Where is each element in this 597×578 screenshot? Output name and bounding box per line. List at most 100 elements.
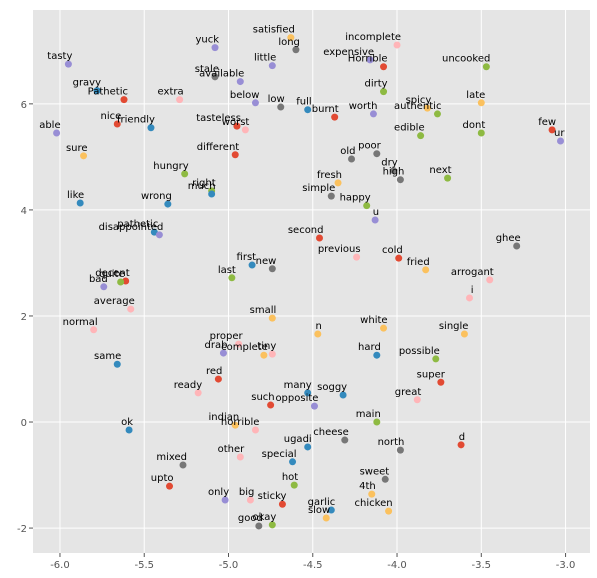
point-label: uncooked: [442, 54, 490, 65]
point-label: second: [288, 225, 324, 236]
point-label: hard: [358, 342, 381, 353]
point-label: fried: [407, 257, 430, 268]
point-label: fresh: [317, 170, 342, 181]
point-label: dont: [463, 120, 486, 131]
point: [366, 56, 374, 64]
point: [390, 167, 398, 175]
point: [268, 314, 276, 322]
y-tick-label: 4: [21, 206, 27, 217]
point-label: gravy: [73, 78, 102, 89]
point-label: edible: [394, 123, 425, 134]
x-tick-label: -5.0: [219, 560, 239, 571]
point-label: quite: [99, 269, 125, 280]
point: [194, 389, 202, 397]
point: [179, 461, 187, 469]
point: [211, 73, 219, 81]
point: [548, 126, 556, 134]
point-label: possible: [399, 346, 440, 357]
point: [486, 276, 494, 284]
point: [477, 99, 485, 107]
point-label: north: [378, 437, 405, 448]
point-label: ghee: [496, 233, 521, 244]
point-label: pathetic: [117, 219, 158, 230]
point: [304, 389, 312, 397]
point-label: sweet: [360, 466, 390, 477]
x-tick-label: -4.0: [387, 560, 407, 571]
point: [251, 426, 259, 434]
point-label: such: [251, 392, 274, 403]
point: [235, 340, 243, 348]
point: [176, 96, 184, 104]
point-label: i: [471, 285, 474, 296]
point-label: slow: [308, 505, 330, 516]
point: [268, 62, 276, 70]
point: [268, 350, 276, 358]
point-label: small: [250, 305, 277, 316]
point-label: first: [237, 252, 257, 263]
point: [371, 216, 379, 224]
point-label: garlic: [308, 497, 336, 508]
point-label: available: [199, 69, 244, 80]
point-label: tasty: [47, 51, 72, 62]
point: [268, 265, 276, 273]
point: [368, 490, 376, 498]
point: [251, 99, 259, 107]
point-label: satisfied: [253, 25, 295, 36]
point: [221, 496, 229, 504]
point-label: last: [218, 265, 236, 276]
point-label: different: [197, 142, 240, 153]
point: [304, 106, 312, 114]
point: [482, 63, 490, 71]
point-label: chicken: [355, 498, 393, 509]
x-tick-label: -5.5: [134, 560, 154, 571]
point: [113, 360, 121, 368]
point-label: able: [39, 120, 60, 131]
point: [369, 110, 377, 118]
point: [348, 155, 356, 163]
point: [236, 78, 244, 86]
point: [255, 522, 263, 530]
point-label: worth: [349, 101, 378, 112]
point-label: cheese: [313, 427, 349, 438]
point-label: single: [439, 321, 469, 332]
x-tick-label: -4.5: [303, 560, 323, 571]
point-label: authentic: [394, 101, 441, 112]
point: [460, 330, 468, 338]
point: [395, 254, 403, 262]
point-label: next: [429, 165, 451, 176]
point-label: tiny: [257, 341, 276, 352]
point-label: super: [417, 369, 446, 380]
point: [125, 426, 133, 434]
point-label: dry: [381, 158, 397, 169]
point-label: late: [466, 90, 485, 101]
point: [248, 261, 256, 269]
point: [477, 129, 485, 137]
point-label: sticky: [258, 491, 287, 502]
point-label: many: [284, 380, 312, 391]
point-label: disappointed: [99, 222, 164, 233]
point: [381, 475, 389, 483]
point: [290, 481, 298, 489]
point-label: opposite: [275, 393, 318, 404]
point: [314, 330, 322, 338]
point: [396, 176, 404, 184]
point: [289, 458, 297, 466]
x-tick-label: -3.0: [556, 560, 576, 571]
point-label: tasteless: [196, 113, 241, 124]
point: [100, 283, 108, 291]
x-tick-label: -6.0: [50, 560, 70, 571]
point-label: Pathetic: [88, 87, 128, 98]
point-label: wrong: [141, 191, 172, 202]
point: [334, 179, 342, 187]
point: [316, 234, 324, 242]
point-label: simple: [302, 183, 335, 194]
point: [557, 137, 565, 145]
point: [164, 200, 172, 208]
point-label: burnt: [312, 104, 339, 115]
point: [267, 401, 275, 409]
point-label: below: [230, 90, 260, 101]
point-label: extra: [158, 87, 184, 98]
point: [80, 152, 88, 160]
point: [423, 104, 431, 112]
point-label: ur: [554, 128, 565, 139]
